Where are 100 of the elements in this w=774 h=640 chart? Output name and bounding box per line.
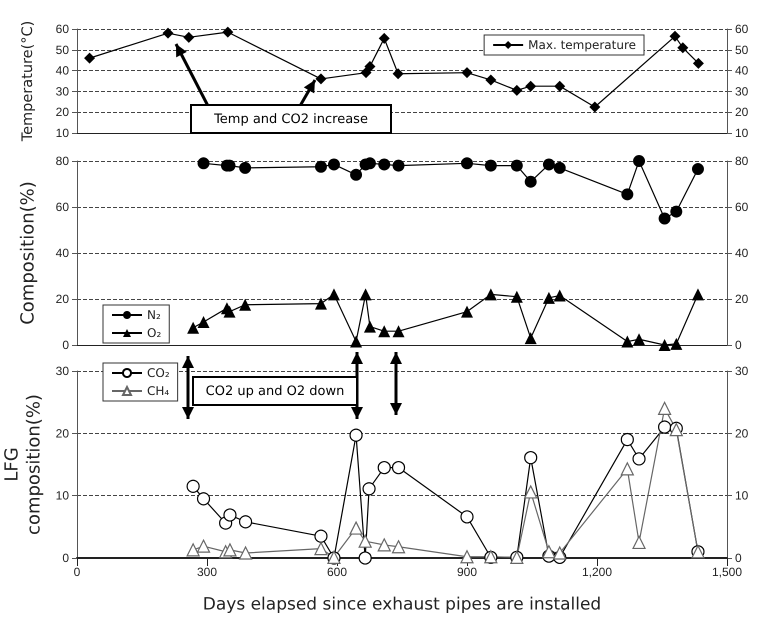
y-axis-title: Composition(%) — [18, 181, 38, 325]
point — [349, 521, 363, 535]
point — [187, 322, 200, 334]
y2-tick-label: 20 — [735, 292, 749, 306]
point — [328, 158, 340, 170]
y2-tick-label: 30 — [735, 84, 749, 98]
point — [542, 545, 556, 558]
point — [677, 42, 688, 54]
point — [183, 32, 194, 43]
point — [392, 461, 406, 474]
point — [524, 485, 538, 499]
point — [524, 332, 537, 344]
y-tick-label: 40 — [56, 246, 70, 260]
point — [392, 540, 406, 554]
point — [162, 28, 174, 39]
point — [524, 176, 537, 188]
point — [378, 325, 390, 338]
point — [364, 320, 376, 333]
y2-tick-label: 20 — [735, 426, 749, 440]
legend-label: Max. temperature — [528, 38, 636, 52]
point — [314, 542, 328, 556]
point — [692, 163, 704, 176]
point — [196, 540, 210, 553]
point — [692, 288, 704, 300]
x-tick-label: 1,200 — [582, 565, 612, 579]
point — [525, 80, 536, 92]
y-axis-title: LFG composition(%) — [1, 394, 44, 535]
point — [358, 551, 372, 565]
x-tick-label: 0 — [74, 565, 81, 579]
point — [461, 157, 473, 170]
x-tick-label: 1,500 — [712, 565, 742, 579]
x-tick-label: 300 — [196, 565, 218, 579]
y2-tick-label: 80 — [735, 154, 749, 168]
point — [510, 160, 523, 172]
point — [362, 482, 376, 496]
point — [461, 306, 473, 318]
legend-label: CH₄ — [147, 384, 170, 398]
point — [378, 32, 390, 44]
y-tick-label: 30 — [56, 364, 70, 378]
x-axis-title: Days elapsed since exhaust pipes are installed — [202, 594, 602, 614]
y-tick-label: 50 — [56, 42, 70, 57]
point — [223, 508, 237, 522]
point — [632, 452, 646, 466]
y2-tick-label: 50 — [735, 42, 749, 57]
y-tick-label: 0 — [62, 551, 70, 565]
point — [222, 26, 234, 38]
point — [198, 316, 210, 328]
y-tick-label: 40 — [56, 64, 70, 78]
point — [621, 188, 634, 200]
y-tick-label: 60 — [56, 22, 70, 36]
y2-tick-label: 10 — [735, 488, 749, 503]
point — [621, 336, 634, 348]
y-tick-label: 0 — [62, 338, 70, 352]
point — [620, 462, 634, 476]
point — [314, 530, 328, 543]
y2-tick-label: 40 — [735, 64, 749, 78]
callout-box: Temp and CO2 increase — [190, 104, 392, 134]
point — [524, 451, 538, 464]
y-tick-label: 20 — [56, 105, 70, 120]
point — [658, 212, 671, 224]
point — [196, 492, 210, 506]
y2-tick-label: 40 — [735, 246, 749, 260]
point — [542, 292, 555, 304]
legend-label: N₂ — [147, 308, 161, 322]
point — [633, 333, 646, 346]
point — [239, 298, 252, 311]
point — [460, 550, 474, 564]
point — [238, 546, 252, 560]
y-tick-label: 10 — [56, 488, 70, 503]
point — [670, 338, 682, 350]
point — [239, 162, 252, 174]
point — [350, 168, 362, 181]
point — [633, 155, 646, 167]
y-tick-label: 20 — [56, 292, 70, 306]
x-tick-label: 600 — [326, 565, 348, 579]
point — [484, 288, 497, 300]
point — [510, 290, 523, 303]
point — [658, 339, 671, 351]
point — [392, 325, 405, 338]
y-tick-label: 20 — [56, 426, 70, 440]
y2-tick-label: 20 — [735, 105, 749, 120]
x-tick-label: 900 — [456, 565, 478, 579]
y2-tick-label: 0 — [735, 338, 742, 352]
y2-tick-label: 10 — [735, 126, 749, 140]
point — [632, 536, 646, 550]
point — [84, 52, 96, 64]
point — [554, 80, 566, 92]
point — [378, 461, 391, 474]
point — [485, 74, 496, 86]
point — [670, 30, 680, 42]
point — [328, 288, 340, 300]
point — [392, 68, 404, 80]
y-tick-label: 30 — [56, 84, 70, 98]
point — [378, 158, 390, 170]
point — [484, 160, 497, 172]
legend-label: O₂ — [147, 326, 162, 340]
point — [462, 67, 472, 78]
point — [511, 84, 522, 96]
point — [314, 298, 327, 310]
point — [349, 428, 363, 442]
